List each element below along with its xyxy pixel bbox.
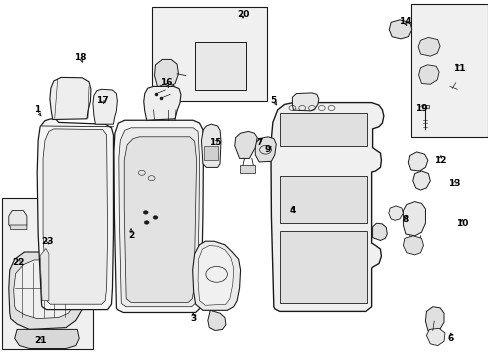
Text: 15: 15: [208, 138, 221, 147]
Polygon shape: [192, 241, 240, 310]
Polygon shape: [114, 120, 203, 312]
Polygon shape: [124, 137, 196, 302]
Bar: [421, 105, 428, 108]
Text: 13: 13: [447, 179, 460, 188]
Text: 17: 17: [96, 96, 109, 105]
Circle shape: [144, 221, 149, 224]
Polygon shape: [426, 328, 444, 346]
Bar: [410, 4, 487, 137]
Polygon shape: [159, 84, 176, 99]
Polygon shape: [417, 37, 439, 56]
Polygon shape: [201, 124, 221, 167]
Text: 6: 6: [447, 334, 453, 343]
Text: 16: 16: [160, 78, 172, 87]
Bar: [194, 42, 245, 90]
Polygon shape: [234, 131, 257, 158]
Polygon shape: [119, 128, 199, 307]
Polygon shape: [154, 59, 178, 87]
Polygon shape: [43, 129, 107, 304]
Text: 22: 22: [12, 258, 25, 267]
Bar: [239, 165, 255, 173]
Polygon shape: [292, 93, 318, 111]
Circle shape: [143, 211, 148, 214]
Polygon shape: [412, 171, 429, 190]
Polygon shape: [425, 307, 443, 330]
Bar: [151, 7, 266, 101]
Polygon shape: [388, 206, 403, 220]
Circle shape: [153, 216, 158, 219]
Text: 1: 1: [34, 105, 40, 114]
Polygon shape: [10, 225, 27, 230]
Bar: [204, 146, 218, 160]
Polygon shape: [388, 20, 411, 39]
Text: 8: 8: [402, 215, 408, 224]
Text: 5: 5: [270, 96, 276, 105]
Text: 3: 3: [190, 314, 196, 323]
Text: 12: 12: [433, 156, 446, 165]
Text: 18: 18: [74, 53, 87, 62]
Text: 7: 7: [255, 138, 262, 147]
Polygon shape: [143, 86, 181, 120]
Text: 14: 14: [398, 17, 410, 26]
Text: 2: 2: [128, 231, 134, 240]
Text: 19: 19: [414, 104, 427, 112]
Bar: [2, 198, 93, 349]
Polygon shape: [418, 65, 438, 84]
Polygon shape: [207, 310, 225, 330]
Polygon shape: [50, 77, 91, 120]
Polygon shape: [407, 152, 427, 171]
Polygon shape: [403, 202, 425, 236]
Text: 4: 4: [288, 206, 295, 215]
Bar: [279, 113, 366, 146]
Text: 23: 23: [41, 237, 54, 246]
Polygon shape: [93, 89, 117, 124]
Polygon shape: [9, 211, 27, 228]
Text: 10: 10: [455, 219, 468, 228]
Polygon shape: [270, 103, 383, 311]
Polygon shape: [198, 246, 233, 305]
Bar: [279, 231, 366, 303]
Polygon shape: [9, 252, 83, 329]
Text: 20: 20: [236, 10, 249, 19]
Polygon shape: [14, 260, 76, 319]
Polygon shape: [372, 223, 386, 240]
Polygon shape: [15, 329, 79, 348]
Polygon shape: [255, 137, 276, 162]
Text: 11: 11: [452, 64, 465, 73]
Polygon shape: [40, 248, 49, 301]
Polygon shape: [403, 236, 423, 255]
Text: 21: 21: [34, 336, 46, 345]
Text: 9: 9: [264, 145, 271, 154]
Polygon shape: [37, 119, 113, 310]
Bar: [279, 176, 366, 223]
